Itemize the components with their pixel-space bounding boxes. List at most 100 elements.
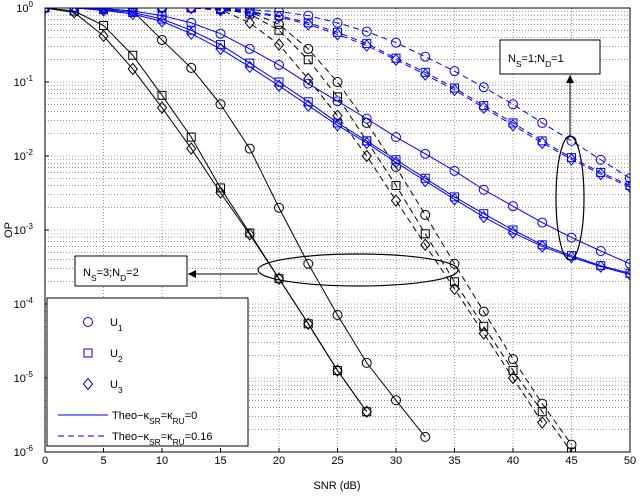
series-line (45, 8, 630, 188)
marker-diamond (244, 60, 255, 74)
tick-exp: -3 (26, 222, 34, 231)
marker-diamond (537, 416, 548, 429)
marker-diamond (449, 83, 460, 97)
marker-diamond (361, 136, 372, 150)
tick-base: 10 (14, 77, 26, 89)
marker-circle (537, 217, 548, 228)
x-tick-label: 20 (273, 455, 285, 467)
marker-square (99, 21, 108, 31)
series-line (45, 8, 630, 274)
marker-circle (244, 43, 255, 54)
marker-diamond (273, 79, 285, 93)
marker-diamond (82, 377, 94, 391)
marker-diamond (420, 68, 431, 81)
marker-diamond (215, 186, 226, 199)
marker-circle (157, 34, 167, 45)
x-tick-label: 45 (565, 455, 577, 467)
marker-diamond (507, 119, 519, 132)
legend-label: Theo−κSR=κRU=0.16 (112, 431, 213, 447)
annotation-box (499, 39, 601, 75)
marker-diamond (186, 142, 197, 155)
marker-diamond (420, 238, 431, 252)
text-part: U (110, 317, 118, 329)
marker-square (69, 8, 79, 13)
series-line (45, 8, 572, 445)
marker-circle (478, 184, 489, 195)
annotation: NS=3;ND=2 (83, 267, 139, 283)
marker-diamond (478, 101, 489, 114)
marker-diamond (361, 39, 372, 52)
marker-diamond (537, 240, 548, 253)
axes: 0 5 10 15 20 25 30 35 40 45 5010-610-510-410-310-2… (14, 0, 637, 467)
y-axis-label: OP (3, 222, 15, 238)
marker-square (537, 407, 547, 417)
marker-diamond (478, 210, 489, 224)
marker-circle (420, 431, 431, 442)
marker-diamond (420, 174, 431, 188)
subscript: 1 (118, 323, 123, 333)
x-tick-label: 40 (507, 455, 519, 467)
marker-diamond (332, 364, 343, 377)
marker-diamond (332, 119, 343, 132)
x-tick-label: 25 (331, 455, 343, 467)
tick-base: 10 (14, 447, 26, 459)
x-tick-label: 15 (214, 455, 226, 467)
marker-diamond (332, 28, 343, 41)
marker-circle (303, 78, 314, 89)
marker-diamond (537, 136, 548, 150)
marker-diamond (507, 371, 519, 385)
marker-circle (595, 154, 606, 165)
tick-base: 10 (14, 373, 26, 385)
marker-circle (508, 354, 518, 365)
marker-circle (83, 317, 93, 327)
x-tick-label: 35 (448, 455, 460, 467)
subscript: S (516, 59, 522, 69)
subscript: RU (173, 416, 185, 426)
marker-diamond (156, 101, 168, 114)
marker-circle (420, 148, 431, 159)
marker-square (508, 118, 518, 128)
tick-exp: 0 (29, 0, 34, 9)
tick-exp: -6 (26, 444, 34, 453)
text-part: U (110, 348, 118, 360)
marker-circle (566, 232, 577, 243)
marker-square (157, 14, 167, 24)
marker-diamond (215, 42, 226, 56)
tick-base: 10 (16, 3, 28, 15)
series-line (45, 8, 572, 452)
subscript: S (91, 273, 97, 283)
marker-circle (332, 17, 343, 28)
subscript: SR (149, 416, 161, 426)
marker-circle (332, 96, 343, 107)
x-tick-label: 5 (100, 455, 106, 467)
tick-exp: -4 (26, 296, 34, 305)
marker-diamond (595, 167, 606, 181)
y-tick-label: 10-5 (14, 370, 34, 385)
marker-circle (625, 173, 630, 184)
marker-square (128, 50, 138, 60)
marker-diamond (273, 10, 285, 24)
subscript: 2 (118, 354, 123, 364)
marker-diamond (303, 18, 314, 31)
x-tick-label: 10 (156, 455, 168, 467)
marker-square (479, 209, 489, 219)
tick-exp: -2 (26, 148, 34, 157)
x-tick-label: 30 (390, 455, 402, 467)
marker-diamond (566, 153, 577, 166)
marker-diamond (273, 38, 285, 51)
marker-diamond (156, 8, 168, 15)
marker-diamond (69, 8, 80, 19)
marker-diamond (69, 8, 80, 15)
text-part: N (508, 53, 516, 65)
marker-diamond (186, 27, 197, 40)
legend-label: Theo−κSR=κRU=0 (112, 410, 197, 426)
marker-square (157, 90, 167, 100)
marker-diamond (244, 16, 255, 30)
text-part: Theo−κ (112, 410, 149, 422)
legend-label: U3 (110, 379, 123, 395)
marker-circle (625, 258, 630, 269)
marker-diamond (98, 29, 109, 43)
marker-circle (478, 306, 489, 317)
annotation-box (74, 255, 188, 287)
marker-diamond (390, 53, 402, 67)
